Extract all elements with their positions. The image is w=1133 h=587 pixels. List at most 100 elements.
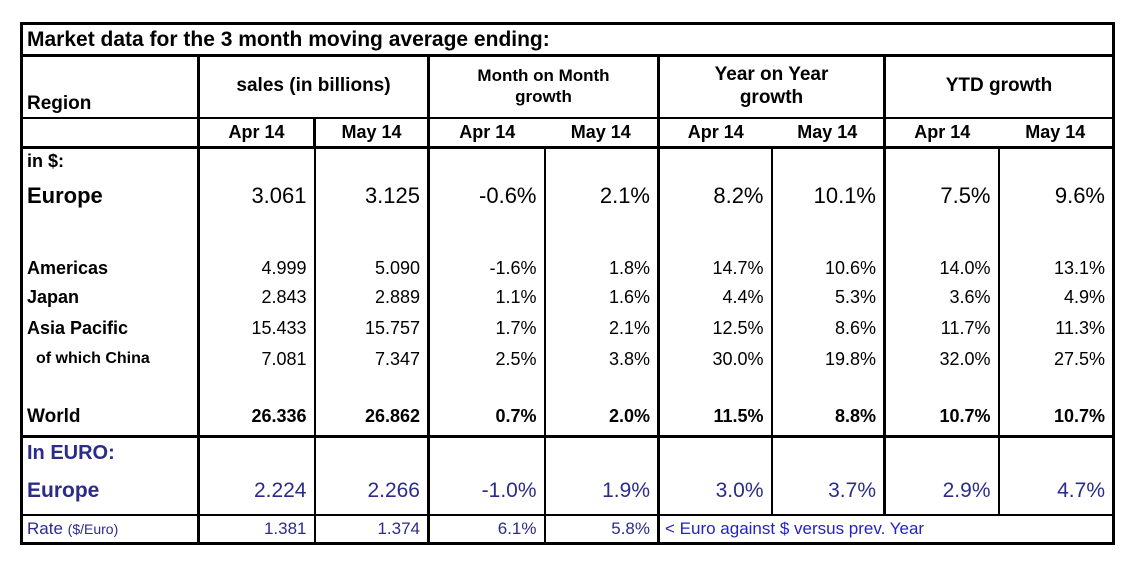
table-cell: 9.6%: [1054, 182, 1105, 208]
table-cell: [771, 374, 886, 399]
table-cell: 15.757: [314, 312, 430, 344]
table-cell: 10.7%: [884, 398, 1000, 438]
table-cell: [884, 374, 1000, 399]
table-cell: -0.6%: [428, 173, 546, 218]
table-cell: [428, 147, 546, 174]
table-cell: [544, 147, 660, 174]
row-label: Europe: [21, 173, 200, 218]
table-cell: [884, 147, 1000, 174]
table-cell: 1.381: [198, 514, 316, 544]
table-cell: 4.999: [198, 253, 316, 283]
table-cell: 12.5%: [658, 312, 773, 344]
table-cell: [314, 217, 430, 254]
table-cell: 4.7%: [998, 468, 1114, 516]
table-cell: 1.1%: [428, 282, 546, 313]
table-cell: 1.7%: [428, 312, 546, 344]
table-cell: 7.347: [314, 343, 430, 375]
column-header-ytd-apr14: Apr 14: [884, 117, 999, 149]
table-cell: [314, 436, 430, 469]
table-cell: 2.5%: [428, 343, 546, 375]
table-row: Apr 14 May 14 Apr 14 May 14 Apr 14 May 1…: [21, 117, 1114, 149]
table-cell: 8.6%: [771, 312, 886, 344]
table-cell: [198, 374, 316, 399]
table-cell: 27.5%: [1053, 348, 1105, 369]
table-row: Region sales (in billions) Month on Mont…: [21, 55, 1114, 119]
table-cell: 0.7%: [428, 398, 546, 438]
table-cell: 3.7%: [771, 468, 886, 516]
row-label-rate: Rate ($/Euro): [21, 514, 200, 544]
table-cell: 11.7%: [884, 312, 1000, 344]
table-row-world: World 26.336 26.862 0.7% 2.0% 11.5% 8.8%…: [21, 398, 1114, 438]
column-header-ytd-may14: May 14: [998, 117, 1114, 149]
table-cell: 10.7%: [998, 398, 1114, 438]
rate-label-text: Rate: [27, 518, 63, 538]
table-row-spacer: [21, 217, 1114, 254]
table-title: Market data for the 3 month moving avera…: [21, 23, 1114, 57]
table-cell: 3.0%: [658, 468, 773, 516]
table-cell: 2.266: [314, 468, 430, 516]
table-cell: [884, 436, 1000, 469]
table-cell: 2.889: [314, 282, 430, 313]
table-cell: [771, 217, 886, 254]
table-cell: 4.4%: [658, 282, 773, 313]
table-cell: 5.3%: [771, 282, 886, 313]
column-header-yoy-may14: May 14: [771, 117, 886, 149]
table-cell: [21, 117, 200, 149]
table-cell: [21, 374, 200, 399]
column-header-sales-may14: May 14: [314, 117, 430, 149]
table-cell: 7.5%: [884, 173, 1000, 218]
table-cell: 10.1%: [771, 173, 886, 218]
table-cell: 5.090: [314, 253, 430, 283]
table-cell: 6.1%: [428, 514, 546, 544]
table-cell: 8.2%: [658, 173, 773, 218]
table-cell: [771, 147, 886, 174]
table-cell: [21, 217, 200, 254]
rate-label-unit: ($/Euro): [67, 520, 119, 537]
column-header-yoy-apr14: Apr 14: [658, 117, 772, 149]
table-cell: 2.1%: [544, 173, 660, 218]
table-cell: 11.5%: [658, 398, 773, 438]
table-cell: [314, 147, 430, 174]
table-cell: [771, 436, 886, 469]
table-row-japan: Japan 2.843 2.889 1.1% 1.6% 4.4% 5.3% 3.…: [21, 282, 1114, 313]
table-cell: [544, 436, 660, 469]
row-label: Americas: [21, 253, 200, 283]
column-header-mom-apr14: Apr 14: [428, 117, 545, 149]
table-row-europe-euro: Europe 2.224 2.266 -1.0% 1.9% 3.0% 3.7% …: [21, 468, 1114, 516]
table-cell: 3.8%: [544, 343, 660, 375]
table-cell: 3.061: [198, 173, 316, 218]
table-cell: [999, 148, 1114, 174]
table-cell: [198, 436, 316, 469]
table-cell: 26.862: [314, 398, 430, 438]
table-cell: 2.9%: [884, 468, 1000, 516]
table-cell: 3.125: [314, 173, 430, 218]
table-cell: 1.6%: [544, 282, 660, 313]
row-label: World: [21, 398, 200, 438]
table-cell: 8.8%: [771, 398, 886, 438]
table-cell: [544, 217, 660, 254]
table-row-euro-section: In EURO:: [21, 436, 1114, 469]
section-label-usd: in $:: [21, 147, 200, 174]
column-group-yoy-growth: Year on Year growth: [658, 55, 886, 119]
table-cell: 4.9%: [1063, 287, 1105, 307]
table-row: in $:: [21, 147, 1114, 174]
rate-note: < Euro against $ versus prev. Year: [665, 518, 925, 538]
column-header-mom-may14: May 14: [544, 117, 660, 149]
table-cell: 13.1%: [1053, 257, 1105, 278]
table-cell: [544, 374, 660, 399]
table-cell: 1.374: [314, 514, 430, 544]
table-cell: [884, 217, 1000, 254]
table-cell: [198, 147, 316, 174]
table-row-rate: Rate ($/Euro) 1.381 1.374 6.1% 5.8% < Eu…: [21, 514, 1114, 544]
section-label-euro: In EURO:: [21, 436, 200, 469]
column-group-mom-growth: Month on Month growth: [428, 55, 660, 119]
table-cell: 19.8%: [771, 343, 886, 375]
table-cell: [658, 436, 773, 469]
table-cell: [428, 374, 546, 399]
table-row-spacer: [21, 374, 1114, 399]
table-cell: [999, 218, 1114, 254]
table-cell: 2.1%: [544, 312, 660, 344]
table-cell: 30.0%: [658, 343, 773, 375]
table-cell: -1.0%: [428, 468, 546, 516]
